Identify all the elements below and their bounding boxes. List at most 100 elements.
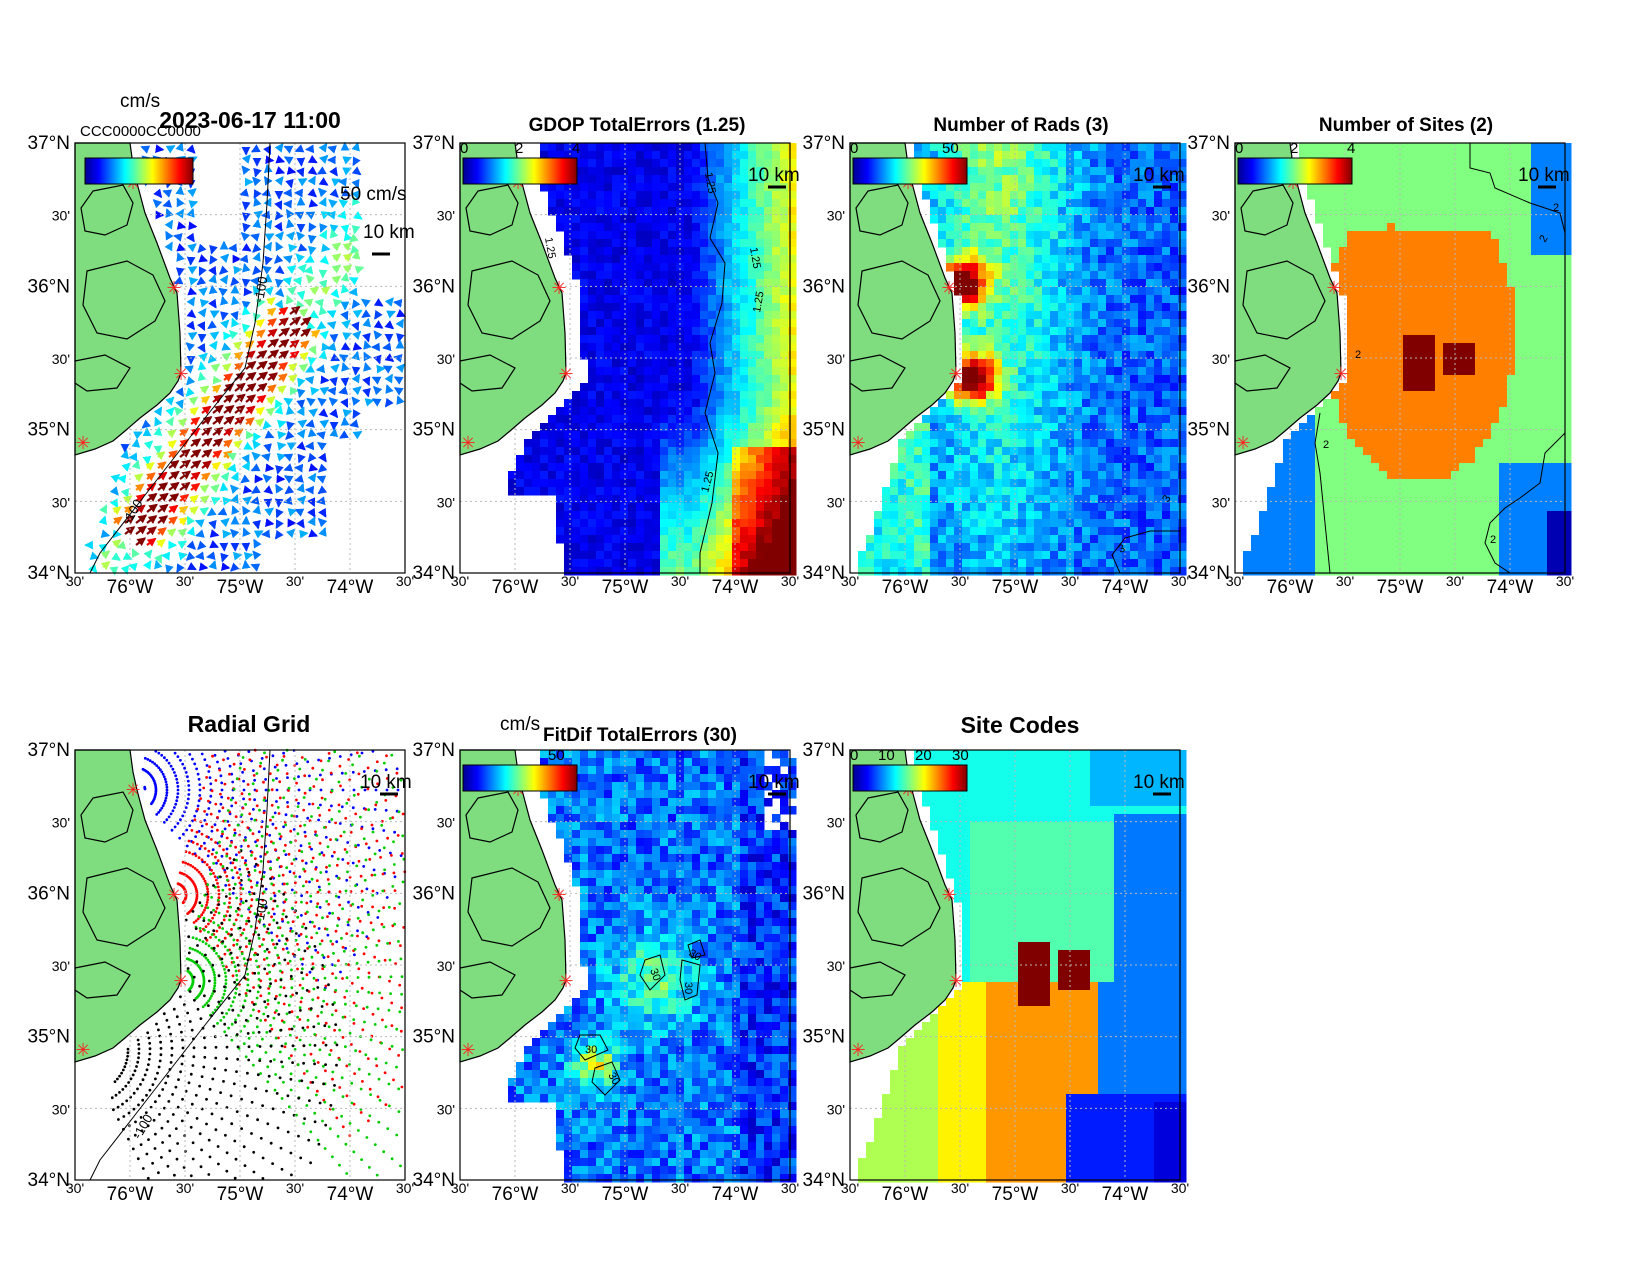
colorbar-tick: 30 — [952, 747, 969, 764]
lat-tick-label: 37°N — [28, 740, 70, 761]
lon-tick-label: 30' — [841, 1180, 859, 1196]
colorbar — [84, 157, 194, 185]
scale-bar-label: 10 km — [1133, 165, 1185, 186]
lat-tick-label: 30' — [52, 351, 70, 367]
lat-tick-label: 37°N — [803, 740, 845, 761]
lat-tick-label: 34°N — [803, 1170, 845, 1191]
contour-label: 2 — [1355, 349, 1361, 361]
gdop-threshold-contour — [699, 142, 726, 573]
site-marker-icon: ✳ — [75, 433, 90, 454]
colorbar-tick: 0 — [850, 140, 858, 157]
lon-tick-label: 75°W — [602, 577, 649, 598]
lon-tick-label: 76°W — [492, 577, 539, 598]
scale-bar-label: 10 km — [363, 222, 415, 243]
lat-tick-label: 30' — [1212, 494, 1230, 510]
lon-tick-label: 30' — [286, 1180, 304, 1196]
colorbar-tick: 4 — [1347, 140, 1355, 157]
unit-label: cm/s — [120, 91, 160, 112]
panel-fitdif: ✳✳✳✳ cm/s 50 10 km 30 30 30 30 30 — [459, 714, 800, 1183]
contour-label: 1.25 — [702, 171, 718, 194]
site-marker-icon: ✳ — [948, 364, 963, 385]
lon-tick-label: 30' — [671, 1180, 689, 1196]
lon-tick-label: 76°W — [492, 1184, 539, 1205]
site-marker-icon: ✳ — [173, 364, 188, 385]
lat-tick-label: 37°N — [803, 133, 845, 154]
lat-lon-grid — [1235, 143, 1565, 573]
lon-tick-label: 30' — [1171, 1180, 1189, 1196]
lon-tick-label: 74°W — [712, 1184, 759, 1205]
panel-title: FitDif TotalErrors (30) — [543, 725, 737, 746]
lat-tick-label: 30' — [437, 958, 455, 974]
lat-tick-label: 35°N — [413, 420, 455, 441]
lon-tick-label: 76°W — [107, 1184, 154, 1205]
lat-tick-label: 30' — [52, 208, 70, 224]
scale-bar-label: 10 km — [1133, 772, 1185, 793]
site-marker-icon: ✳ — [166, 278, 181, 299]
site-marker-icon: ✳ — [948, 971, 963, 992]
panel-num-rads: ✳✳✳✳ 0 50 10 km 3 3 — [849, 140, 1187, 576]
coastline-land — [459, 749, 567, 1063]
lat-tick-label: 35°N — [413, 1027, 455, 1048]
lon-tick-label: 30' — [66, 573, 84, 589]
plot-frame — [74, 749, 406, 1181]
lat-tick-label: 34°N — [803, 563, 845, 584]
lat-tick-label: 35°N — [803, 1027, 845, 1048]
site-marker-icon: ✳ — [460, 433, 475, 454]
site-marker-icon: ✳ — [1326, 278, 1341, 299]
site-marker-icon: ✳ — [941, 278, 956, 299]
contour-label: 2 — [1553, 202, 1559, 214]
site-marker-icon: ✳ — [850, 1040, 865, 1061]
lat-tick-label: 36°N — [28, 276, 70, 297]
contour-label: -100 — [130, 1111, 156, 1141]
lon-tick-label: 30' — [841, 573, 859, 589]
fitdif-field — [508, 750, 797, 1183]
site-marker-icon: ✳ — [1235, 433, 1250, 454]
lon-tick-label: 30' — [176, 573, 194, 589]
site-markers: ✳ ✳ ✳ ✳ — [75, 780, 188, 1061]
site-marker-icon: ✳ — [173, 971, 188, 992]
lon-tick-label: 30' — [951, 573, 969, 589]
lat-tick-label: 37°N — [1188, 133, 1230, 154]
lon-tick-label: 30' — [66, 1180, 84, 1196]
site-marker-icon: ✳ — [1333, 364, 1348, 385]
contour-label: 30 — [585, 1044, 597, 1056]
site-marker-icon: ✳ — [75, 1040, 90, 1061]
lon-tick-label: 30' — [1446, 573, 1464, 589]
panel-title: Number of Sites (2) — [1319, 115, 1493, 136]
coastline-land — [849, 142, 957, 456]
lat-tick-label: 36°N — [803, 276, 845, 297]
panel-radial-grid: ✳ ✳ ✳ ✳ 10 km -100 -100 — [74, 748, 412, 1181]
axis-tick-labels: 37°N30'36°N30'35°N30'34°N30' 76°W 30' 75°W 3… — [28, 133, 1575, 1205]
site-marker-icon: ✳ — [551, 885, 566, 906]
lon-tick-label: 30' — [781, 573, 799, 589]
lat-tick-label: 30' — [52, 815, 70, 831]
colorbar — [462, 157, 578, 185]
lon-tick-label: 30' — [1061, 573, 1079, 589]
contour-label: -100 — [251, 897, 270, 925]
lon-tick-label: 30' — [451, 1180, 469, 1196]
panel-velocity: ✳✳✳✳ cm/s CCC0000CC0000 50 cm/s 10 km -1… — [74, 91, 415, 576]
lat-tick-label: 37°N — [413, 133, 455, 154]
panel-title: GDOP TotalErrors (1.25) — [529, 115, 746, 136]
lat-tick-label: 30' — [437, 351, 455, 367]
colorbar-tick: 4 — [572, 140, 580, 157]
lat-tick-label: 30' — [437, 208, 455, 224]
colorbar-tick: 50 — [548, 747, 565, 764]
site-marker-icon: ✳ — [558, 971, 573, 992]
contour-label: 2 — [1490, 534, 1496, 546]
panel-title: Number of Rads (3) — [933, 115, 1108, 136]
lat-tick-label: 30' — [827, 208, 845, 224]
scale-bar-label: 10 km — [748, 165, 800, 186]
lon-tick-label: 30' — [286, 573, 304, 589]
contour-label: 1.25 — [751, 290, 767, 313]
site-marker-icon: ✳ — [551, 278, 566, 299]
coastline-land — [459, 142, 567, 456]
lat-tick-label: 30' — [437, 815, 455, 831]
coastline-land — [74, 749, 182, 1063]
lon-tick-label: 30' — [951, 1180, 969, 1196]
contour-label: 2 — [1537, 233, 1550, 244]
colorbar-tick: 0 — [460, 140, 468, 157]
plot-frame — [74, 142, 406, 574]
colorbar — [1237, 157, 1353, 185]
lon-tick-label: 76°W — [882, 577, 929, 598]
